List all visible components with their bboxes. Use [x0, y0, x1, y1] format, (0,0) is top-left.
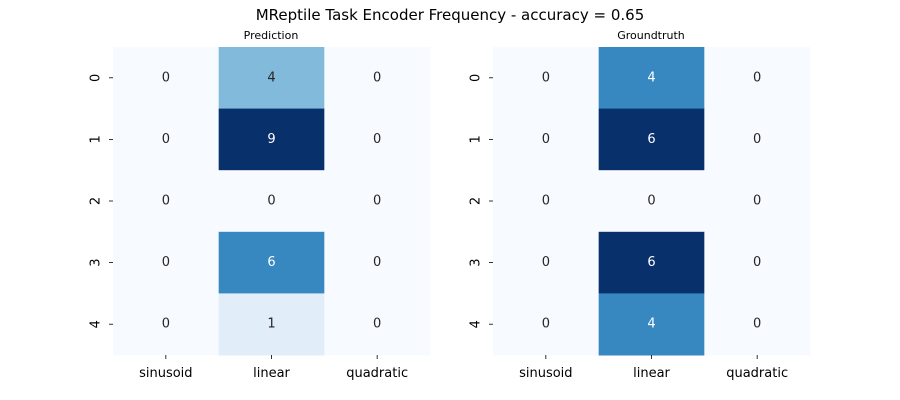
- prediction-cell-r2-c0: [113, 170, 220, 233]
- prediction-cell-r1-c2: [324, 108, 431, 171]
- prediction-y-tick-label-4: 4: [89, 320, 104, 328]
- prediction-y-tick-label-3: 3: [89, 258, 104, 266]
- groundtruth-heatmap: Groundtruth 0 4 0 0 6 0 0 0 0 0 6 0 0 4 0 sinusoid line…: [469, 29, 811, 381]
- groundtruth-cell-label-r2-c0: 0: [542, 194, 550, 209]
- prediction-cell-r3-c2: [324, 231, 431, 294]
- groundtruth-cell-r2-c1: [598, 170, 705, 233]
- groundtruth-cell-label-r2-c2: 0: [753, 194, 761, 209]
- prediction-title: Prediction: [244, 29, 299, 42]
- groundtruth-y-ticks: 0 1 2 3 4: [469, 74, 493, 328]
- prediction-cell-r1-c1: [218, 108, 325, 171]
- prediction-y-ticks: 0 1 2 3 4: [89, 74, 113, 328]
- prediction-y-tick-label-2: 2: [89, 197, 104, 205]
- prediction-x-tick-label-1: linear: [253, 366, 290, 381]
- prediction-cell-r4-c1: [218, 293, 325, 356]
- groundtruth-cell-r1-c0: [493, 108, 600, 171]
- prediction-cell-label-r3-c1: 6: [267, 255, 275, 270]
- groundtruth-cell-label-r2-c1: 0: [647, 194, 655, 209]
- groundtruth-x-ticks: sinusoid linear quadratic: [519, 355, 788, 381]
- prediction-cells: [113, 47, 431, 356]
- prediction-cell-label-r1-c2: 0: [373, 132, 381, 147]
- groundtruth-cell-r0-c0: [493, 47, 600, 110]
- groundtruth-cell-label-r3-c2: 0: [753, 255, 761, 270]
- prediction-cell-label-r2-c0: 0: [162, 194, 170, 209]
- prediction-cell-r3-c1: [218, 231, 325, 294]
- groundtruth-cell-label-r3-c1: 6: [647, 255, 655, 270]
- groundtruth-cell-label-r4-c1: 4: [647, 317, 655, 332]
- groundtruth-cell-label-r0-c2: 0: [753, 70, 761, 85]
- groundtruth-cell-r1-c2: [704, 108, 811, 171]
- prediction-x-tick-label-2: quadratic: [346, 366, 408, 381]
- prediction-cell-r0-c2: [324, 47, 431, 110]
- prediction-cell-label-r4-c1: 1: [267, 317, 275, 332]
- figure-title: MReptile Task Encoder Frequency - accura…: [256, 6, 645, 24]
- groundtruth-cells: [493, 47, 811, 356]
- prediction-cell-r4-c2: [324, 293, 431, 356]
- groundtruth-cell-label-r4-c2: 0: [753, 317, 761, 332]
- groundtruth-cell-r0-c2: [704, 47, 811, 110]
- prediction-cell-label-r1-c0: 0: [162, 132, 170, 147]
- groundtruth-cell-label-r1-c1: 6: [647, 132, 655, 147]
- groundtruth-x-tick-label-1: linear: [633, 366, 670, 381]
- prediction-cell-label-r2-c2: 0: [373, 194, 381, 209]
- groundtruth-cell-r1-c1: [598, 108, 705, 171]
- prediction-x-tick-label-0: sinusoid: [139, 366, 192, 381]
- prediction-cell-r2-c1: [218, 170, 325, 233]
- groundtruth-cell-labels: 0 4 0 0 6 0 0 0 0 0 6 0 0 4 0: [542, 70, 762, 331]
- groundtruth-y-tick-label-1: 1: [469, 135, 484, 143]
- prediction-x-ticks: sinusoid linear quadratic: [139, 355, 408, 381]
- groundtruth-y-tick-label-2: 2: [469, 197, 484, 205]
- groundtruth-cell-r4-c2: [704, 293, 811, 356]
- prediction-cell-label-r0-c0: 0: [162, 70, 170, 85]
- prediction-cell-label-r0-c2: 0: [373, 70, 381, 85]
- prediction-y-tick-label-1: 1: [89, 135, 104, 143]
- groundtruth-y-tick-label-4: 4: [469, 320, 484, 328]
- prediction-cell-r3-c0: [113, 231, 220, 294]
- groundtruth-cell-label-r0-c1: 4: [647, 70, 655, 85]
- groundtruth-cell-r4-c1: [598, 293, 705, 356]
- groundtruth-title: Groundtruth: [617, 29, 685, 42]
- prediction-cell-r4-c0: [113, 293, 220, 356]
- groundtruth-cell-label-r4-c0: 0: [542, 317, 550, 332]
- groundtruth-y-tick-label-3: 3: [469, 258, 484, 266]
- prediction-cell-r2-c2: [324, 170, 431, 233]
- groundtruth-cell-r2-c2: [704, 170, 811, 233]
- prediction-cell-label-r4-c0: 0: [162, 317, 170, 332]
- prediction-cell-label-r3-c2: 0: [373, 255, 381, 270]
- groundtruth-x-tick-label-2: quadratic: [726, 366, 788, 381]
- prediction-cell-label-r4-c2: 0: [373, 317, 381, 332]
- prediction-heatmap: Prediction 0 4 0 0 9 0 0 0 0 0 6 0 0 1 0 sinusoid linea…: [89, 29, 431, 381]
- prediction-cell-r0-c0: [113, 47, 220, 110]
- prediction-cell-labels: 0 4 0 0 9 0 0 0 0 0 6 0 0 1 0: [162, 70, 382, 331]
- groundtruth-cell-r0-c1: [598, 47, 705, 110]
- prediction-cell-label-r0-c1: 4: [267, 70, 275, 85]
- groundtruth-cell-r2-c0: [493, 170, 600, 233]
- groundtruth-cell-r4-c0: [493, 293, 600, 356]
- prediction-y-tick-label-0: 0: [89, 74, 104, 82]
- prediction-cell-label-r1-c1: 9: [267, 132, 275, 147]
- prediction-cell-label-r3-c0: 0: [162, 255, 170, 270]
- prediction-cell-r0-c1: [218, 47, 325, 110]
- groundtruth-cell-label-r1-c0: 0: [542, 132, 550, 147]
- prediction-cell-r1-c0: [113, 108, 220, 171]
- groundtruth-cell-r3-c2: [704, 231, 811, 294]
- groundtruth-x-tick-label-0: sinusoid: [519, 366, 572, 381]
- prediction-cell-label-r2-c1: 0: [267, 194, 275, 209]
- groundtruth-cell-label-r1-c2: 0: [753, 132, 761, 147]
- groundtruth-cell-r3-c0: [493, 231, 600, 294]
- groundtruth-cell-label-r0-c0: 0: [542, 70, 550, 85]
- groundtruth-cell-r3-c1: [598, 231, 705, 294]
- groundtruth-y-tick-label-0: 0: [469, 74, 484, 82]
- groundtruth-cell-label-r3-c0: 0: [542, 255, 550, 270]
